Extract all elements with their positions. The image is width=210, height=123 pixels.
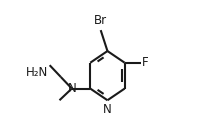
Text: F: F: [142, 56, 148, 69]
Text: N: N: [103, 103, 112, 116]
Text: H₂N: H₂N: [26, 66, 48, 79]
Text: N: N: [67, 82, 76, 95]
Text: Br: Br: [93, 14, 107, 27]
